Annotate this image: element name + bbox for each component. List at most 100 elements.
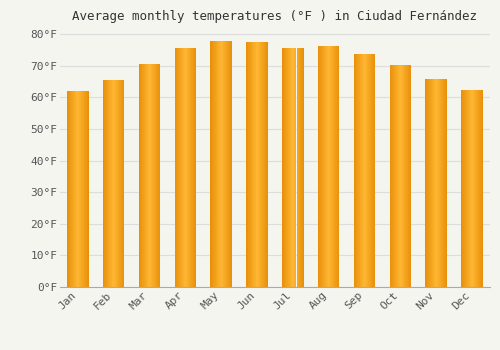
Bar	[182, 48, 184, 287]
Bar	[210, 41, 211, 287]
Bar	[266, 42, 267, 287]
Bar	[288, 48, 290, 287]
Bar	[191, 48, 192, 287]
Bar	[442, 79, 444, 287]
Bar	[118, 80, 119, 287]
Bar	[184, 48, 186, 287]
Bar	[369, 54, 370, 287]
Bar	[112, 80, 113, 287]
Bar	[300, 48, 301, 287]
Bar	[360, 54, 361, 287]
Bar	[282, 48, 283, 287]
Bar	[302, 48, 303, 287]
Bar	[473, 90, 474, 287]
Bar	[292, 48, 293, 287]
Bar	[177, 48, 178, 287]
Bar	[114, 80, 115, 287]
Bar	[329, 46, 330, 287]
Bar	[227, 41, 228, 287]
Bar	[408, 65, 409, 287]
Bar	[364, 54, 366, 287]
Bar	[362, 54, 363, 287]
Bar	[322, 46, 323, 287]
Bar	[123, 80, 124, 287]
Bar	[116, 80, 117, 287]
Bar	[290, 48, 291, 287]
Bar	[393, 65, 394, 287]
Bar	[324, 46, 325, 287]
Bar	[438, 79, 439, 287]
Bar	[104, 80, 105, 287]
Bar	[115, 80, 116, 287]
Bar	[287, 48, 288, 287]
Bar	[110, 80, 111, 287]
Bar	[113, 80, 114, 287]
Bar	[294, 48, 295, 287]
Bar	[152, 64, 153, 287]
Bar	[67, 91, 68, 287]
Bar	[180, 48, 181, 287]
Bar	[179, 48, 180, 287]
Bar	[330, 46, 331, 287]
Bar	[331, 46, 332, 287]
Bar	[436, 79, 437, 287]
Bar	[108, 80, 110, 287]
Bar	[263, 42, 264, 287]
Bar	[71, 91, 72, 287]
Bar	[83, 91, 84, 287]
Bar	[318, 46, 320, 287]
Bar	[437, 79, 438, 287]
Bar	[252, 42, 253, 287]
Bar	[298, 48, 300, 287]
Bar	[463, 90, 464, 287]
Bar	[320, 46, 321, 287]
Bar	[430, 79, 431, 287]
Bar	[254, 42, 255, 287]
Bar	[219, 41, 220, 287]
Bar	[332, 46, 333, 287]
Bar	[477, 90, 478, 287]
Bar	[472, 90, 473, 287]
Bar	[106, 80, 108, 287]
Bar	[439, 79, 440, 287]
Bar	[78, 91, 80, 287]
Bar	[303, 48, 304, 287]
Bar	[366, 54, 368, 287]
Bar	[103, 80, 104, 287]
Bar	[392, 65, 393, 287]
Bar	[406, 65, 407, 287]
Bar	[139, 64, 140, 287]
Bar	[186, 48, 187, 287]
Bar	[480, 90, 482, 287]
Bar	[262, 42, 263, 287]
Bar	[258, 42, 259, 287]
Bar	[111, 80, 112, 287]
Bar	[410, 65, 411, 287]
Bar	[253, 42, 254, 287]
Bar	[407, 65, 408, 287]
Bar	[267, 42, 268, 287]
Bar	[68, 91, 70, 287]
Bar	[396, 65, 397, 287]
Bar	[339, 46, 340, 287]
Bar	[140, 64, 141, 287]
Bar	[372, 54, 373, 287]
Bar	[176, 48, 177, 287]
Bar	[373, 54, 374, 287]
Bar	[428, 79, 429, 287]
Bar	[220, 41, 221, 287]
Bar	[260, 42, 262, 287]
Bar	[142, 64, 143, 287]
Bar	[259, 42, 260, 287]
Bar	[291, 48, 292, 287]
Bar	[249, 42, 250, 287]
Bar	[363, 54, 364, 287]
Bar	[218, 41, 219, 287]
Bar	[356, 54, 358, 287]
Bar	[255, 42, 256, 287]
Bar	[192, 48, 194, 287]
Bar	[358, 54, 359, 287]
Bar	[222, 41, 224, 287]
Bar	[211, 41, 212, 287]
Bar	[144, 64, 146, 287]
